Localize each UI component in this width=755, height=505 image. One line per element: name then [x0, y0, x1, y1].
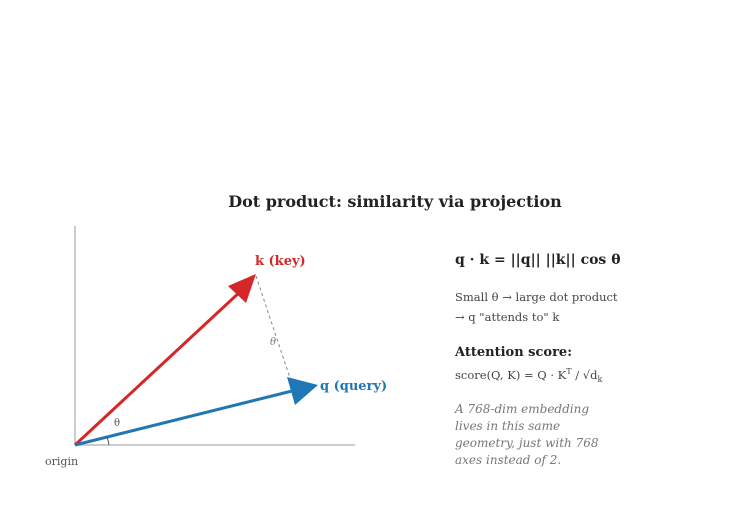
note-small-theta: Small θ → large dot product [455, 290, 618, 304]
formula-prefix: score(Q, K) = Q · K [455, 367, 567, 382]
attention-score-heading: Attention score: [455, 345, 573, 360]
diagram-title: Dot product: similarity via projection [228, 192, 562, 211]
query-vector-arrowhead [287, 377, 318, 405]
angle-arc [106, 436, 110, 446]
theta-label-projection: θ [270, 337, 276, 348]
query-vector-shaft [74, 389, 293, 447]
origin-label: origin [45, 455, 78, 468]
formula-subscript: k [597, 375, 603, 385]
key-vector-arrowhead [228, 274, 256, 303]
note-attends-to: → q "attends to" k [455, 310, 560, 324]
key-label: k (key) [255, 254, 306, 269]
formula-middle: / √d [571, 367, 598, 382]
embedding-footnote: A 768-dim embedding lives in this same g… [455, 402, 599, 467]
query-label: q (query) [320, 379, 387, 394]
attention-score-formula: score(Q, K) = Q · KT / √dk [455, 367, 602, 384]
formula-transpose: T [566, 367, 572, 376]
projection-line [255, 275, 292, 382]
dot-product-equation: q · k = ||q|| ||k|| cos θ [455, 252, 621, 268]
key-vector-shaft [73, 288, 244, 447]
theta-label-angle: θ [114, 418, 120, 429]
